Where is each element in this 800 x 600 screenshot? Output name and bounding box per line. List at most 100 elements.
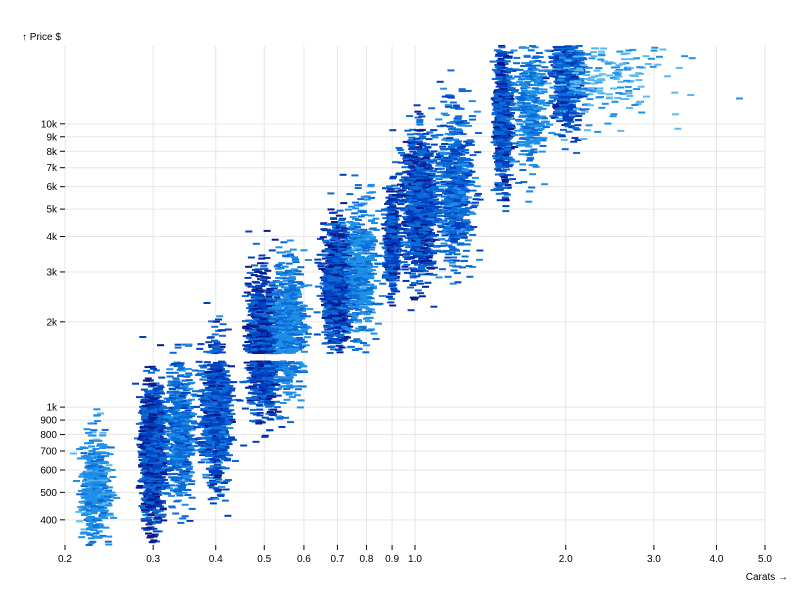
heatmap-cell (176, 494, 184, 497)
heatmap-cell (251, 289, 259, 292)
heatmap-cell (218, 431, 226, 434)
heatmap-cell (213, 413, 221, 416)
heatmap-cell (166, 432, 174, 435)
heatmap-cell (216, 315, 224, 318)
heatmap-cell (283, 371, 291, 374)
heatmap-cell (182, 476, 190, 479)
heatmap-cell (223, 480, 231, 483)
heatmap-cell (285, 377, 293, 380)
heatmap-cell (140, 401, 148, 404)
heatmap-cell (89, 431, 97, 434)
heatmap-cell (183, 383, 191, 386)
heatmap-cell (184, 368, 192, 371)
heatmap-cell (259, 361, 266, 364)
heatmap-cell (203, 431, 211, 434)
heatmap-cell (215, 365, 223, 368)
heatmap-cell (101, 428, 109, 431)
heatmap-cell (96, 477, 104, 480)
heatmap-cell (247, 303, 255, 306)
heatmap-cell (284, 304, 291, 307)
heatmap-cell (148, 488, 156, 491)
heatmap-cell (278, 385, 286, 388)
heatmap-cell (257, 294, 265, 297)
heatmap-cell (83, 428, 91, 431)
heatmap-cell (101, 502, 109, 505)
heatmap-cell (148, 365, 156, 368)
heatmap-cell (184, 442, 192, 445)
heatmap-cell (87, 477, 95, 480)
heatmap-cell (190, 439, 198, 442)
heatmap-cell (202, 440, 210, 443)
heatmap-cell (256, 311, 264, 313)
heatmap-cell (250, 336, 258, 339)
heatmap-cell (286, 314, 294, 317)
heatmap-cell (203, 403, 211, 406)
heatmap-cell (185, 344, 193, 347)
heatmap-cell (143, 440, 151, 443)
heatmap-cell (84, 503, 92, 506)
heatmap-cell (259, 322, 267, 325)
heatmap-cell (168, 408, 176, 411)
heatmap-cell (156, 410, 164, 413)
heatmap-cell (212, 471, 220, 474)
heatmap-cell (147, 422, 155, 425)
heatmap-cell (212, 468, 220, 471)
heatmap-cell (160, 473, 168, 476)
heatmap-cell (80, 496, 88, 499)
heatmap-cell (102, 451, 110, 454)
heatmap-cell (181, 503, 189, 506)
heatmap-cell (148, 473, 156, 476)
heatmap-cell (76, 448, 84, 450)
heatmap-cell (196, 347, 204, 350)
heatmap-cell (146, 482, 153, 485)
heatmap-cell (136, 396, 143, 399)
heatmap-cell (144, 398, 152, 401)
heatmap-cell (245, 284, 253, 287)
heatmap-cell (281, 294, 289, 297)
heatmap-cell (205, 435, 213, 437)
heatmap-cell (173, 361, 181, 364)
heatmap-cell (249, 402, 257, 405)
heatmap-cell (211, 392, 218, 395)
heatmap-cell (172, 512, 180, 515)
heatmap-cell (86, 458, 94, 461)
heatmap-cell (271, 292, 279, 295)
heatmap-cell (288, 385, 296, 388)
heatmap-cell (246, 337, 254, 340)
heatmap-cell (207, 437, 215, 440)
heatmap-cell (219, 415, 227, 418)
heatmap-cell (212, 431, 220, 434)
heatmap-cell (250, 295, 258, 298)
heatmap-cell (171, 400, 178, 403)
heatmap-cell (96, 458, 104, 461)
heatmap-cell (273, 314, 280, 316)
heatmap-cell (157, 344, 164, 347)
heatmap-cell (86, 479, 94, 481)
heatmap-cell (184, 489, 192, 491)
heatmap-cell (151, 533, 159, 536)
heatmap-cell (304, 259, 312, 261)
heatmap-cell (219, 363, 227, 366)
heatmap-cell (187, 446, 195, 449)
heatmap-cell (213, 429, 221, 432)
heatmap-cell (214, 440, 222, 443)
heatmap-cell (150, 367, 158, 370)
heatmap-cell (213, 488, 221, 491)
heatmap-cell (155, 442, 163, 445)
heatmap-cell (143, 517, 151, 520)
heatmap-cell (304, 315, 312, 318)
heatmap-cell (245, 230, 253, 233)
heatmap-cell (162, 441, 170, 444)
heatmap-cell (252, 242, 260, 245)
heatmap-cell (155, 422, 163, 425)
heatmap-cell (106, 453, 114, 456)
heatmap-cell (198, 364, 206, 367)
heatmap-cell (91, 485, 99, 488)
heatmap-cell (179, 434, 187, 437)
heatmap-cell (258, 254, 266, 257)
heatmap-cell (139, 453, 147, 456)
heatmap-cell (289, 248, 297, 251)
heatmap-cell (181, 379, 189, 382)
heatmap-cell (178, 395, 186, 398)
heatmap-cell (214, 455, 222, 458)
